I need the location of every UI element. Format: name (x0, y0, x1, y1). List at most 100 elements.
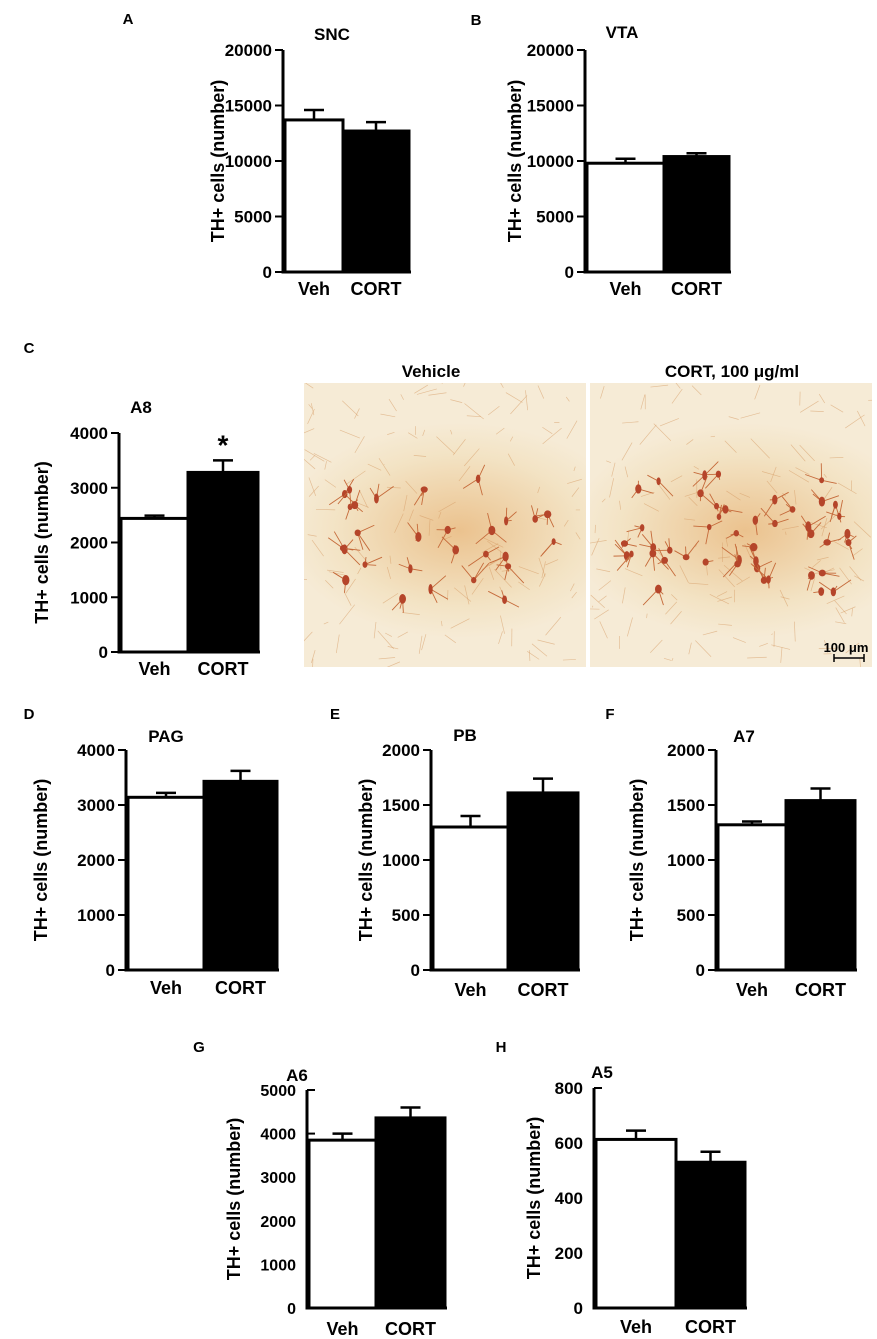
y-tick-label: 800 (555, 1079, 583, 1098)
fiber (463, 383, 466, 387)
y-tick-label: 1000 (70, 588, 108, 607)
fiber (450, 429, 453, 435)
neurite (833, 579, 852, 593)
bar-veh (126, 795, 206, 972)
fiber (458, 466, 471, 482)
neuron-cell-body (845, 538, 852, 547)
neuron-cell-body (408, 564, 413, 574)
fiber (671, 594, 678, 601)
fiber (407, 432, 418, 439)
cort-micrograph-neurons (590, 383, 872, 667)
fiber (323, 621, 329, 625)
fiber (378, 657, 396, 660)
bar-veh (585, 161, 666, 274)
neuron-cell-body (502, 595, 508, 604)
y-tick-label: 500 (677, 906, 705, 925)
neurite (376, 486, 394, 499)
fiber (357, 567, 362, 575)
neuron-cell-body (639, 524, 645, 532)
category-label: CORT (351, 279, 402, 299)
fiber (724, 440, 737, 453)
fiber (311, 650, 316, 664)
y-tick-label: 4000 (70, 424, 108, 443)
fiber (388, 398, 397, 412)
category-label: Veh (138, 659, 170, 679)
fiber (598, 580, 612, 591)
fiber (670, 610, 682, 625)
fiber (812, 560, 821, 568)
fiber (422, 429, 426, 436)
fiber (859, 657, 861, 667)
y-axis-label: TH+ cells (number) (356, 779, 376, 942)
neuron-cell-body (543, 510, 552, 519)
y-tick-label: 3000 (77, 796, 115, 815)
fiber (307, 534, 317, 537)
fiber (304, 383, 314, 389)
fiber (810, 410, 824, 412)
neuron-cell-body (551, 538, 556, 545)
fiber (766, 480, 778, 494)
neuron-cell-body (752, 515, 759, 525)
fiber (750, 438, 770, 459)
neurite (626, 527, 643, 533)
fiber (367, 463, 382, 471)
fiber (622, 587, 626, 604)
bar-cort (506, 791, 580, 972)
fiber (804, 567, 811, 571)
neuron-cell-body (818, 569, 826, 577)
neuron-cell-body (667, 546, 673, 554)
vehicle-micrograph-neurons (304, 383, 582, 667)
neurite (542, 541, 555, 555)
neuron-cell-body (342, 574, 350, 586)
fiber (624, 568, 643, 577)
chart-panel-g: G A6 TH+ cells (number) 0 1000 2000 3000 4000 50… (193, 1039, 447, 1339)
neuron-cell-body (488, 525, 496, 536)
category-label: CORT (671, 279, 722, 299)
y-tick-label: 600 (555, 1134, 583, 1153)
fiber (309, 455, 316, 461)
fiber (487, 540, 505, 555)
vehicle-micrograph (304, 383, 586, 667)
fiber (341, 400, 359, 417)
neuron-cell-body (661, 556, 669, 564)
fiber (500, 615, 505, 634)
fiber (823, 473, 827, 478)
fiber (706, 566, 708, 576)
y-tick-label: 1000 (77, 906, 115, 925)
bar-veh (716, 823, 788, 972)
chart-panel-d: D PAG TH+ cells (number) 0 1000 2000 3000 4000 V… (24, 706, 279, 998)
fiber (732, 637, 746, 643)
fiber (688, 642, 692, 655)
y-axis-label: TH+ cells (number) (505, 80, 525, 243)
fiber (464, 585, 470, 605)
neuron-cell-body (471, 576, 477, 584)
y-tick-label: 0 (696, 961, 705, 980)
panel-letter: B (471, 12, 482, 29)
neurite (805, 474, 822, 481)
fiber (335, 634, 340, 654)
y-tick-label: 1000 (260, 1257, 296, 1274)
fiber (454, 587, 472, 602)
fiber (747, 656, 767, 659)
neuron-cell-body (702, 558, 709, 566)
fiber (494, 568, 512, 588)
fiber (672, 657, 674, 661)
fiber (788, 470, 810, 483)
neurite (473, 563, 490, 581)
fiber (444, 634, 457, 644)
category-label: CORT (685, 1317, 736, 1337)
fiber (507, 453, 515, 466)
fiber (833, 540, 849, 550)
y-axis-label: TH+ cells (number) (224, 1118, 244, 1281)
y-tick-label: 20000 (225, 41, 272, 60)
neurite (357, 532, 371, 551)
fiber (384, 632, 392, 637)
y-tick-label: 2000 (260, 1214, 296, 1231)
y-tick-label: 500 (392, 906, 420, 925)
neuron-cell-body (760, 576, 768, 584)
fiber (717, 596, 733, 602)
fiber (609, 478, 614, 498)
neuron-cell-body (818, 587, 825, 596)
bar-cort (341, 129, 411, 274)
